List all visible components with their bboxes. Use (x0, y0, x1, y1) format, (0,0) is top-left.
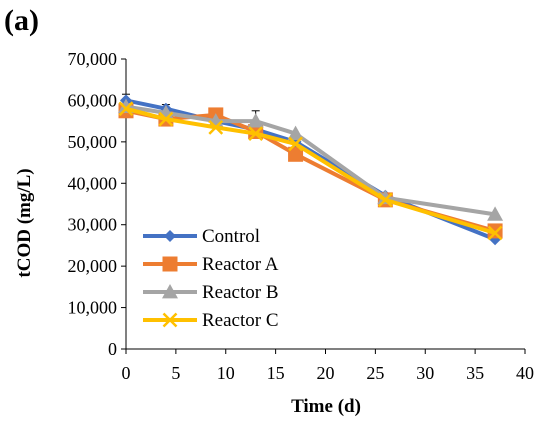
data-point (118, 101, 134, 117)
legend-entry: Reactor A (143, 254, 279, 275)
x-tick-label: 10 (217, 363, 235, 383)
panel-label: (a) (4, 4, 39, 37)
y-tick-label: 20,000 (68, 256, 118, 276)
y-tick-label: 40,000 (68, 173, 118, 193)
x-tick-label: 0 (122, 363, 131, 383)
x-tick-label: 35 (466, 363, 484, 383)
data-point (487, 206, 504, 221)
series-reactor-c (118, 101, 503, 241)
x-tick-label: 40 (516, 363, 534, 383)
y-tick-label: 60,000 (68, 90, 118, 110)
y-tick-label: 50,000 (68, 132, 118, 152)
legend-label: Reactor B (202, 282, 279, 303)
data-point (158, 111, 174, 127)
legend-marker (162, 256, 178, 272)
legend-label: Reactor C (202, 310, 279, 331)
x-axis-title: Time (d) (291, 396, 361, 417)
legend-marker (162, 312, 178, 328)
legend-entry: Control (143, 226, 260, 247)
legend-label: Control (202, 226, 260, 247)
y-tick-label: 10,000 (68, 298, 118, 318)
data-point (248, 126, 264, 141)
legend-label: Reactor A (202, 254, 279, 275)
legend-marker (162, 284, 178, 299)
y-tick-label: 30,000 (68, 215, 118, 235)
data-point (288, 136, 303, 152)
y-axis-title: tCOD (mg/L) (14, 168, 35, 277)
data-point (487, 225, 503, 241)
data-point (208, 119, 224, 135)
data-point (247, 113, 264, 128)
legend-marker (164, 230, 176, 242)
legend-entry: Reactor B (143, 282, 279, 303)
data-point (288, 146, 304, 162)
x-tick-label: 25 (366, 363, 384, 383)
x-tick-label: 20 (317, 363, 335, 383)
y-tick-label: 0 (108, 339, 117, 359)
x-tick-label: 30 (416, 363, 434, 383)
series-line (125, 106, 496, 235)
y-tick-label: 70,000 (68, 49, 118, 69)
x-tick-label: 5 (171, 363, 180, 383)
legend-entry: Reactor C (143, 310, 279, 331)
data-point (377, 192, 393, 208)
data-point (287, 125, 304, 140)
x-tick-label: 15 (267, 363, 285, 383)
series-line (125, 108, 496, 233)
